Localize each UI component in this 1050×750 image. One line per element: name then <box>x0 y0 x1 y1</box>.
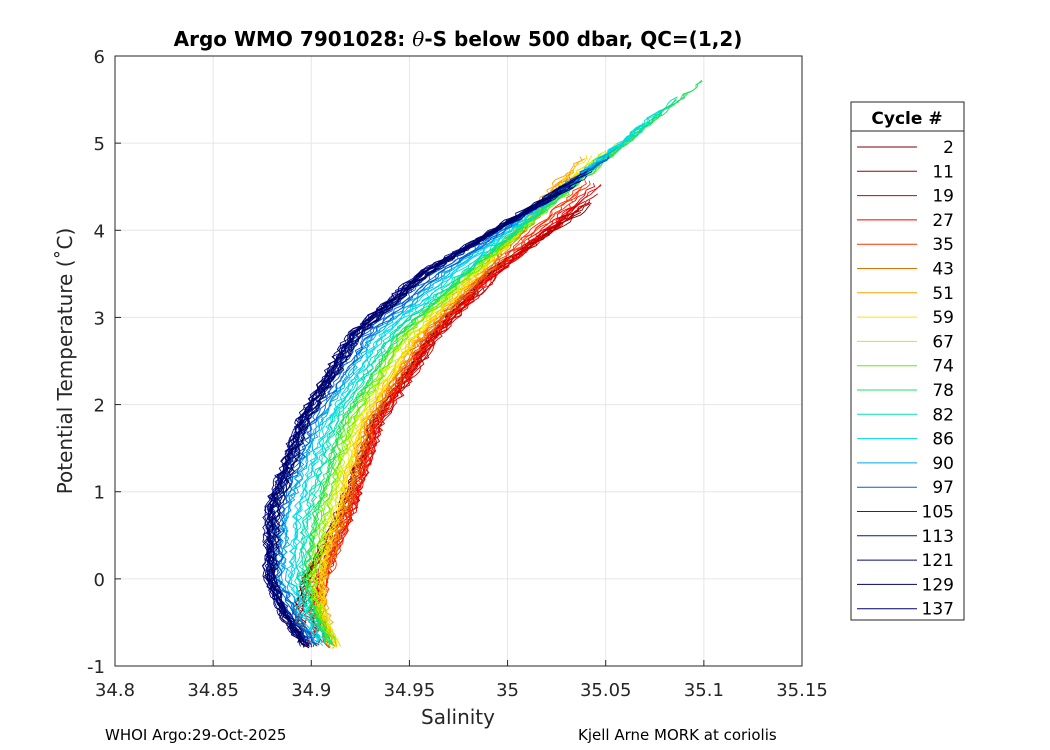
y-tick-label: 0 <box>94 570 105 591</box>
legend-label: 129 <box>922 575 954 595</box>
x-axis-label: Salinity <box>421 705 495 729</box>
legend-label: 90 <box>932 454 954 474</box>
x-tick-label: 34.85 <box>187 680 239 701</box>
y-axis-label: Potential Temperature (˚C) <box>53 228 77 495</box>
chart-title: Argo WMO 7901028: θ-S below 500 dbar, QC… <box>174 27 743 51</box>
series-line-90 <box>280 161 603 643</box>
legend-label: 35 <box>932 235 954 255</box>
legend-title: Cycle # <box>871 109 942 129</box>
legend-label: 82 <box>932 405 954 425</box>
series-line-51 <box>323 158 586 644</box>
x-tick-label: 35.1 <box>684 680 724 701</box>
legend-label: 11 <box>932 162 954 182</box>
y-tick-label: 6 <box>94 47 105 68</box>
series-line-129 <box>263 192 559 643</box>
series-line-74 <box>309 114 660 645</box>
y-tick-label: 4 <box>94 221 105 242</box>
series-line-97 <box>275 156 609 646</box>
y-tick-label: -1 <box>87 657 105 678</box>
legend-label: 86 <box>932 430 954 450</box>
axes-box <box>114 55 803 667</box>
legend-box <box>850 101 965 621</box>
legend: Cycle # 2 11 19 27 35 43 51 59 67 74 78 82 86 90 97 105… <box>850 101 965 621</box>
legend-label: 51 <box>932 284 954 304</box>
x-tick-label: 34.95 <box>384 680 436 701</box>
y-tick-label: 1 <box>94 483 105 504</box>
title-theta: θ <box>412 27 424 51</box>
series-lines <box>261 79 703 649</box>
legend-label: 59 <box>932 308 954 328</box>
axes-background <box>115 56 802 666</box>
legend-label: 27 <box>932 211 954 231</box>
series-line-86 <box>289 123 649 644</box>
series-line-27 <box>314 184 602 649</box>
legend-label: 2 <box>943 138 954 158</box>
y-tick-label: 2 <box>94 396 105 417</box>
legend-label: 121 <box>922 551 954 571</box>
footer-left: WHOI Argo:29-Oct-2025 <box>105 726 287 744</box>
legend-label: 67 <box>932 332 954 352</box>
ticks: 34.8 34.85 34.9 34.95 35 35.05 35.1 35.15-10123… <box>87 47 828 701</box>
legend-label: 43 <box>932 260 954 280</box>
legend-label: 19 <box>932 187 954 207</box>
title-prefix: Argo WMO 7901028: <box>174 27 413 51</box>
series-line-137 <box>266 170 588 643</box>
series-line-137 <box>273 190 562 641</box>
series-line-137 <box>271 171 593 646</box>
legend-label: 78 <box>932 381 954 401</box>
y-tick-label: 3 <box>94 308 105 329</box>
x-tick-label: 34.9 <box>291 680 331 701</box>
series-line-90 <box>282 164 596 644</box>
x-tick-label: 35 <box>496 680 519 701</box>
legend-label: 137 <box>922 600 954 620</box>
legend-items: 2 11 19 27 35 43 51 59 67 74 78 82 86 90 97 105 113 121 12… <box>857 138 954 620</box>
x-tick-label: 35.15 <box>776 680 828 701</box>
x-tick-label: 34.8 <box>95 680 135 701</box>
series-line-35 <box>319 191 579 645</box>
x-tick-label: 35.05 <box>580 680 632 701</box>
series-line-59 <box>320 166 587 649</box>
footer-right: Kjell Arne MORK at coriolis <box>578 726 777 744</box>
series-line-43 <box>320 171 579 643</box>
legend-label: 74 <box>932 357 954 377</box>
title-suffix: -S below 500 dbar, QC=(1,2) <box>424 27 742 51</box>
legend-label: 97 <box>932 478 954 498</box>
legend-label: 113 <box>922 527 954 547</box>
legend-label: 105 <box>922 503 954 523</box>
y-tick-label: 5 <box>94 134 105 155</box>
